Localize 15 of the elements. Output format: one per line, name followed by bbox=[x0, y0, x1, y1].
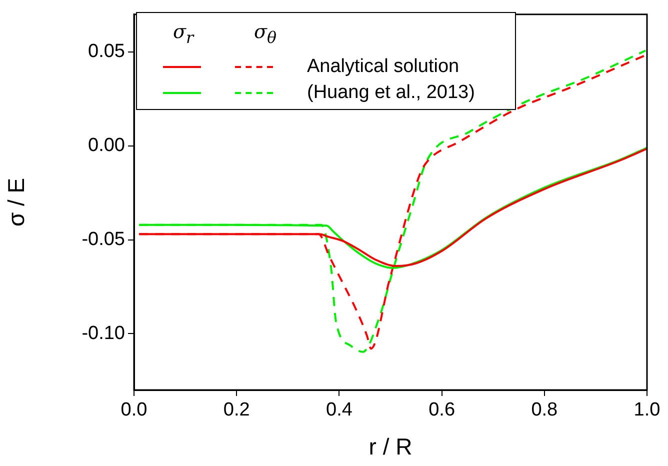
x-tick-label: 0.0 bbox=[120, 400, 148, 421]
x-tick-label: 0.6 bbox=[428, 400, 456, 421]
text: σ$_{r}$ σ$_{θ}$ bbox=[173, 21, 276, 47]
y-axis-title: σ / E bbox=[3, 178, 30, 227]
x-tick-label: 1.0 bbox=[634, 400, 660, 421]
x-tick-label: 0.8 bbox=[531, 400, 558, 421]
legend-label: (Huang et al., 2013) bbox=[307, 82, 475, 104]
x-tick-label: 0.4 bbox=[326, 400, 353, 421]
x-tick-label: 0.2 bbox=[223, 400, 250, 421]
y-tick-label: 0.05 bbox=[88, 41, 125, 62]
x-axis-title: r / R bbox=[368, 434, 412, 460]
legend-label: Analytical solution bbox=[307, 56, 460, 78]
y-tick-label: 0.00 bbox=[88, 135, 125, 156]
y-tick-label: -0.10 bbox=[82, 322, 125, 344]
y-tick-label: -0.05 bbox=[82, 228, 125, 250]
